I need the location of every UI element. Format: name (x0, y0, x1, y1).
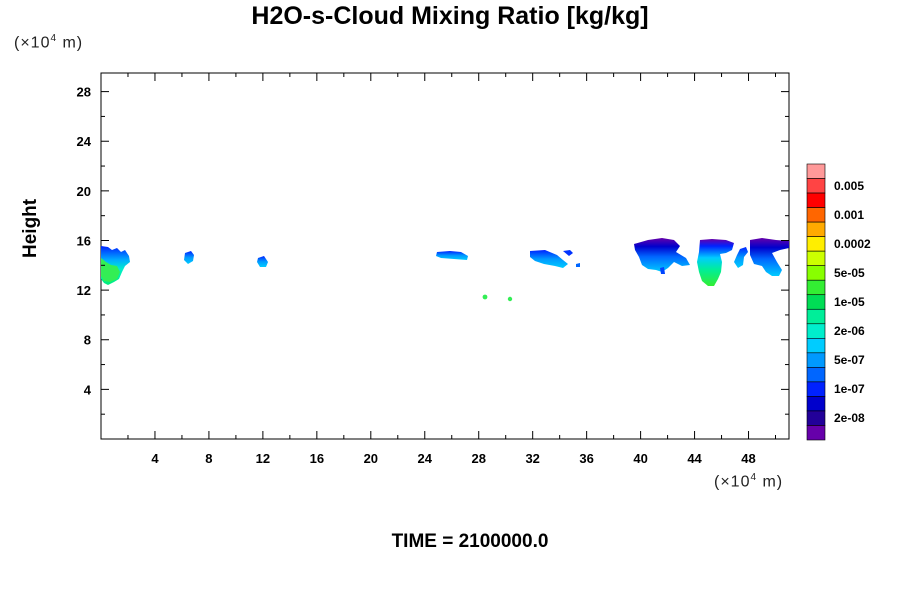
x-unit-prefix: (×10 (714, 473, 751, 491)
cloud-feature (436, 251, 468, 260)
colorbar-label: 0.0002 (834, 237, 871, 251)
y-tick-label: 16 (77, 233, 91, 248)
colorbar-swatch (806, 236, 826, 252)
chart-title: H2O-s-Cloud Mixing Ratio [kg/kg] (251, 2, 649, 30)
y-tick-label: 4 (84, 382, 92, 397)
colorbar-swatch (806, 425, 826, 441)
colorbar-swatch (806, 396, 826, 412)
y-tick-label: 20 (77, 184, 91, 199)
axis-ticks (101, 73, 789, 439)
colorbar-swatch (806, 221, 826, 237)
cloud-feature (734, 247, 748, 268)
x-unit-suffix: m) (757, 473, 784, 491)
colorbar-swatch (806, 308, 826, 325)
colorbar-label: 5e-05 (834, 266, 865, 280)
cloud-feature (257, 256, 268, 267)
x-unit-exponent: 4 (750, 472, 758, 483)
cloud-feature (634, 238, 690, 272)
cloud-feature (576, 263, 580, 267)
x-tick-label: 12 (256, 451, 270, 466)
colorbar-swatch (806, 207, 826, 223)
x-tick-label: 24 (418, 451, 433, 466)
x-tick-label: 44 (687, 451, 702, 466)
cloud-feature (563, 250, 573, 256)
x-tick-labels: 4 8 12 16 20 24 28 32 36 40 44 48 (151, 451, 755, 466)
cloud-feature (184, 251, 194, 264)
y-tick-label: 24 (77, 134, 92, 149)
cloud-feature (660, 267, 665, 274)
cloud-feature (697, 239, 734, 286)
colorbar-swatch (806, 381, 826, 397)
cloud-feature (530, 250, 568, 268)
colorbar-swatch (806, 178, 826, 194)
colorbar-swatch (806, 352, 826, 368)
colorbar-label: 0.001 (834, 208, 864, 222)
x-tick-label: 48 (741, 451, 755, 466)
y-axis-unit: (×104 m) (14, 33, 83, 52)
x-tick-label: 16 (310, 451, 324, 466)
colorbar-swatch (806, 294, 826, 310)
cloud-feature (101, 258, 120, 282)
colorbar-swatch (806, 250, 826, 266)
colorbar-label: 2e-08 (834, 411, 865, 425)
colorbar-swatch (806, 163, 826, 179)
x-tick-label: 4 (151, 451, 159, 466)
y-tick-labels: 4 8 12 16 20 24 28 (77, 85, 92, 398)
cloud-feature (482, 294, 488, 300)
x-tick-label: 8 (205, 451, 212, 466)
x-tick-label: 20 (364, 451, 378, 466)
x-tick-label: 40 (633, 451, 647, 466)
colorbar-label: 1e-05 (834, 295, 865, 309)
x-axis-unit: (×104 m) (714, 472, 783, 491)
y-unit-exponent: 4 (50, 33, 58, 44)
cloud-feature (750, 238, 789, 276)
colorbar-label: 0.005 (834, 179, 864, 193)
colorbar-label: 2e-06 (834, 324, 865, 338)
colorbar-label: 5e-07 (834, 353, 865, 367)
time-footer: TIME = 2100000.0 (391, 531, 549, 552)
colorbar-swatch (806, 338, 826, 354)
colorbar-swatch (806, 410, 826, 426)
colorbar-swatch (806, 367, 826, 383)
y-tick-label: 28 (77, 85, 91, 100)
x-tick-label: 28 (471, 451, 485, 466)
y-tick-label: 8 (84, 333, 91, 348)
colorbar: 0.005 0.001 0.0002 5e-05 1e-05 2e-06 5e-07 1e-0… (806, 163, 871, 441)
y-tick-label: 12 (77, 283, 91, 298)
colorbar-swatch (806, 192, 826, 208)
colorbar-swatch (806, 323, 826, 339)
x-tick-label: 32 (525, 451, 539, 466)
colorbar-swatch (806, 279, 826, 296)
cloud-features (101, 238, 789, 302)
cloud-feature (507, 296, 513, 302)
colorbar-swatch (806, 265, 826, 281)
colorbar-label: 1e-07 (834, 382, 865, 396)
y-unit-prefix: (×10 (14, 34, 51, 52)
y-unit-suffix: m) (57, 34, 84, 52)
x-tick-label: 36 (579, 451, 593, 466)
